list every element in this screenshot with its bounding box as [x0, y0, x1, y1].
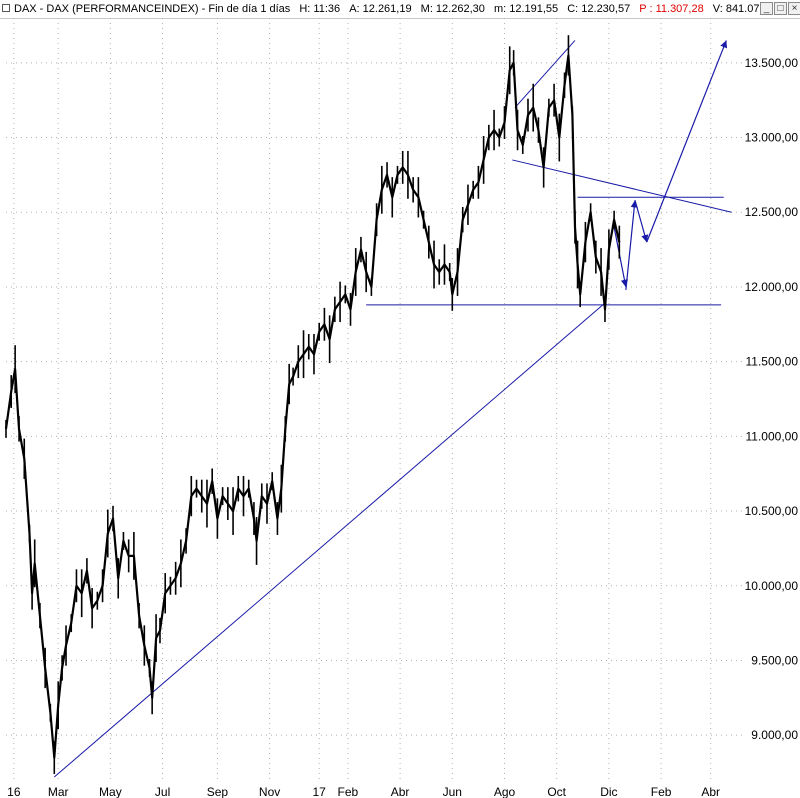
low-readout: m: 12.191,55: [493, 3, 559, 15]
x-tick-label: May: [99, 785, 122, 798]
grid: [6, 18, 742, 780]
chart-title: DAX - DAX (PERFORMANCEINDEX) - Fin de dí…: [14, 3, 291, 15]
maximize-button[interactable]: □: [774, 2, 787, 15]
x-tick-label: Jun: [443, 785, 462, 798]
y-axis: 9.000,00 9.500,00 10.000,00 10.500,00 11.000…: [745, 56, 799, 742]
price-readout: P : 11.307,28: [639, 3, 704, 15]
time-readout: H: 11:36: [299, 3, 341, 15]
y-tick-label: 9.500,00: [751, 653, 798, 667]
y-tick-label: 12.500,00: [745, 205, 799, 219]
x-axis: 16 Mar May Jul Sep Nov 17 Feb Abr Jun Ago Oct Dic Feb…: [7, 785, 720, 798]
close-readout: C: 12.230,57: [567, 3, 631, 15]
x-tick-label: Sep: [207, 785, 229, 798]
y-tick-label: 13.500,00: [745, 56, 799, 70]
trendline-support-trend: [53, 301, 607, 778]
price-chart[interactable]: 9.000,00 9.500,00 10.000,00 10.500,00 11.000…: [0, 18, 800, 798]
x-tick-label: Jul: [155, 785, 170, 798]
x-tick-label: 16: [7, 785, 21, 798]
x-tick-label: Abr: [391, 785, 410, 798]
x-tick-label: Mar: [48, 785, 69, 798]
x-tick-label: Ago: [494, 785, 516, 798]
open-readout: A: 12.261,19: [349, 3, 412, 15]
volume-readout: V: 841.076: [712, 3, 766, 15]
x-tick-label: Abr: [701, 785, 720, 798]
title-bar: DAX - DAX (PERFORMANCEINDEX) - Fin de dí…: [0, 0, 800, 19]
trendline-channel-upper: [514, 40, 576, 108]
y-tick-label: 9.000,00: [751, 728, 798, 742]
x-tick-label: Feb: [338, 785, 359, 798]
y-tick-label: 11.000,00: [746, 429, 799, 443]
projection-arrow: [625, 200, 638, 290]
high-readout: M: 12.262,30: [420, 3, 485, 15]
trendline-channel-lower: [512, 159, 732, 213]
title-text: DAX - DAX (PERFORMANCEINDEX) - Fin de dí…: [14, 3, 800, 15]
close-button[interactable]: ×: [788, 2, 800, 15]
minimize-button[interactable]: _: [760, 2, 773, 15]
y-tick-label: 13.000,00: [745, 131, 799, 145]
trendlines: [53, 40, 732, 778]
y-tick-label: 12.000,00: [745, 280, 799, 294]
x-tick-label: Nov: [259, 785, 280, 798]
projection-arrow: [634, 200, 649, 243]
x-tick-label: 17: [313, 785, 327, 798]
projection-arrow: [646, 40, 728, 243]
y-tick-label: 10.500,00: [745, 504, 799, 518]
x-tick-label: Dic: [600, 785, 617, 798]
y-tick-label: 11.500,00: [746, 355, 799, 369]
price-line: [4, 54, 621, 759]
x-tick-label: Oct: [547, 785, 566, 798]
x-tick-label: Feb: [651, 785, 672, 798]
price-series: [4, 35, 621, 775]
y-tick-label: 10.000,00: [745, 579, 799, 593]
window-menu-icon[interactable]: [2, 4, 10, 12]
